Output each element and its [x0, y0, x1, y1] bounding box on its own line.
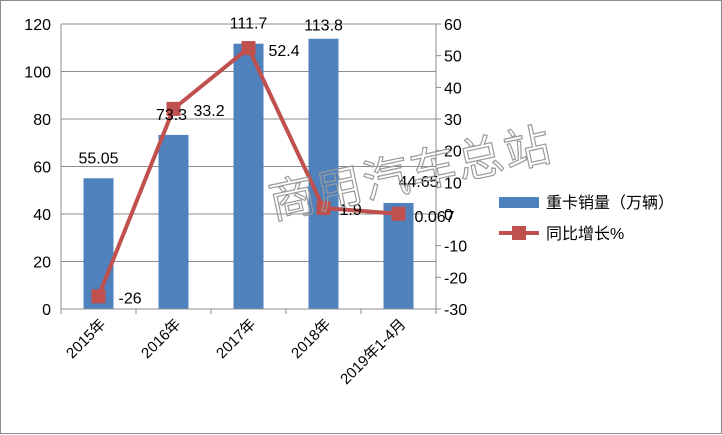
bar-data-label: 111.7	[230, 16, 268, 33]
axes	[60, 23, 441, 314]
line-data-label: 33.2	[194, 103, 225, 120]
legend: 重卡销量（万辆） 同比增长%	[499, 194, 674, 243]
line-data-label: -26	[119, 290, 142, 307]
line-point	[316, 200, 331, 215]
bar-series	[83, 38, 414, 310]
y-right-tick-label: -30	[444, 302, 467, 319]
bar	[158, 134, 189, 309]
y-right-tick-label: 40	[444, 80, 462, 97]
bar	[308, 38, 339, 309]
y-right-tick-label: 30	[444, 112, 462, 129]
line-point	[391, 206, 406, 221]
data-labels: 55.05 73.3 111.7 113.8 44.65 -26 33.2 52.4 1.9 0.…	[78, 16, 454, 308]
legend-bar-swatch	[499, 197, 539, 208]
x-tick-label: 2017年	[213, 316, 259, 362]
line-point	[241, 41, 256, 56]
x-tick-label: 2015年	[63, 316, 109, 362]
x-tick-label: 2018年	[288, 316, 334, 362]
legend-line-marker	[512, 226, 526, 240]
y-right-tick-label: -20	[444, 270, 467, 287]
bar	[233, 43, 264, 310]
y-left-tick-label: 0	[42, 302, 51, 319]
line-data-label: 0.067	[415, 209, 455, 226]
x-tick-label: 2016年	[138, 316, 184, 362]
y-left-tick-label: 60	[33, 160, 51, 177]
line-data-label: 52.4	[269, 43, 300, 60]
bar-data-label: 55.05	[78, 150, 118, 167]
y-left-tick-label: 20	[33, 255, 51, 272]
line-point	[91, 289, 106, 304]
y-right-tick-label: 10	[444, 175, 462, 192]
y-right-tick-label: 60	[444, 17, 462, 34]
x-tick-label: 2019年1-4月	[337, 316, 409, 388]
line-data-label: 1.9	[340, 202, 362, 219]
bar	[83, 178, 114, 309]
y-left-tick-label: 80	[33, 112, 51, 129]
legend-bar-label: 重卡销量（万辆）	[546, 194, 674, 212]
y-left-tick-label: 100	[24, 65, 51, 82]
bar-data-label: 113.8	[304, 18, 343, 35]
y-right-tick-label: 50	[444, 49, 462, 66]
y-right-tick-label: 0	[444, 207, 453, 224]
line-point	[166, 101, 181, 116]
y-right-tick-label: -10	[444, 239, 467, 256]
bar-data-label: 73.3	[156, 107, 187, 124]
bar-data-label: 44.65	[398, 174, 438, 191]
legend-line-label: 同比增长%	[546, 225, 624, 243]
y-left-tick-label: 40	[33, 207, 51, 224]
line-series	[91, 41, 406, 304]
y-left-tick-label: 120	[24, 17, 51, 34]
y-right-tick-label: 20	[444, 144, 462, 161]
